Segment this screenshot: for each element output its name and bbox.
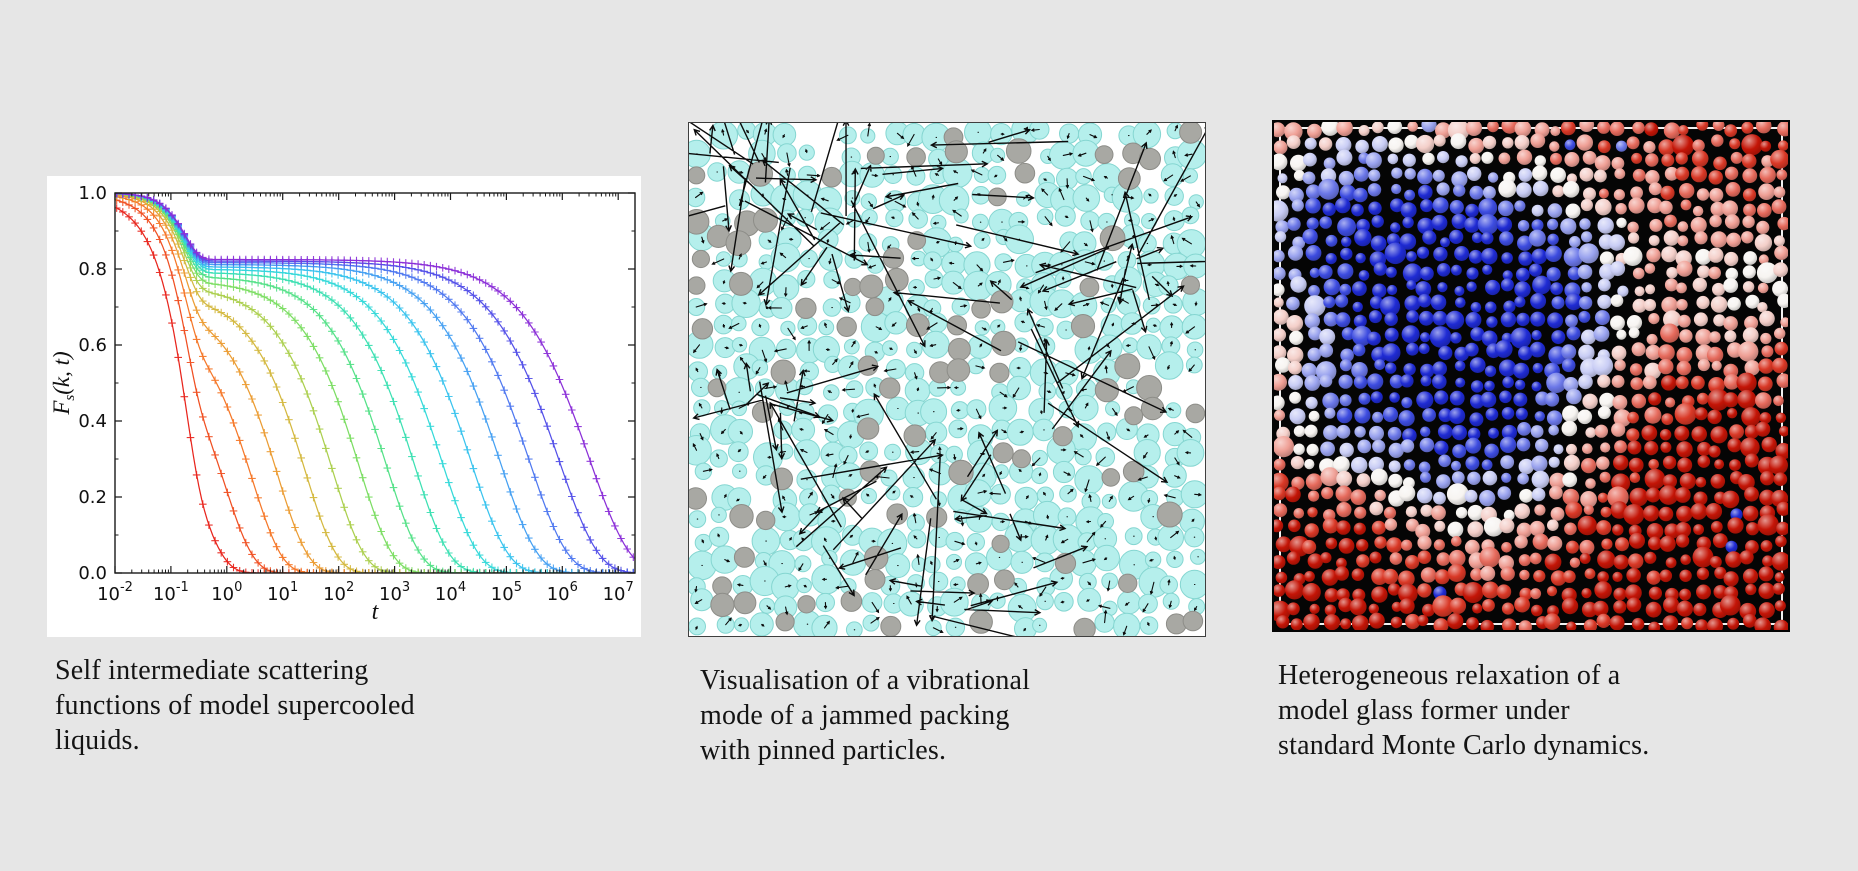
- svg-text:101: 101: [267, 580, 298, 605]
- heterogeneous-relaxation-panel: [1272, 120, 1790, 632]
- svg-text:0.0: 0.0: [78, 563, 107, 584]
- svg-text:10-1: 10-1: [153, 580, 189, 605]
- caption-line: Self intermediate scattering: [55, 655, 369, 686]
- svg-text:107: 107: [603, 580, 634, 605]
- caption-heterogeneous-relaxation: Heterogeneous relaxation of a model glas…: [1278, 658, 1758, 763]
- svg-text:102: 102: [323, 580, 354, 605]
- svg-text:106: 106: [547, 580, 578, 605]
- svg-text:0.4: 0.4: [78, 411, 107, 432]
- caption-line: model glass former under: [1278, 695, 1570, 726]
- caption-vibrational-mode: Visualisation of a vibrational mode of a…: [700, 663, 1150, 768]
- caption-line: functions of model supercooled: [55, 690, 415, 721]
- caption-line: with pinned particles.: [700, 735, 947, 766]
- figure-scattering: 10-2 10-1 100 101 102 103 104 105 106 107 0.0 0.2 0.…: [47, 176, 641, 758]
- svg-text:105: 105: [491, 580, 522, 605]
- caption-line: Heterogeneous relaxation of a: [1278, 660, 1621, 691]
- figure-heterogeneous-relaxation: Heterogeneous relaxation of a model glas…: [1272, 120, 1790, 763]
- svg-text:Fs(k, t): Fs(k, t): [49, 351, 78, 415]
- vibrational-mode-panel: [688, 122, 1206, 637]
- vibrational-mode-image: [689, 123, 1205, 636]
- figure-vibrational-mode: Visualisation of a vibrational mode of a…: [688, 122, 1207, 768]
- caption-line: mode of a jammed packing: [700, 700, 1010, 731]
- heterogeneous-relaxation-image: [1272, 120, 1790, 632]
- svg-text:1.0: 1.0: [78, 183, 107, 204]
- svg-text:t: t: [372, 599, 380, 625]
- caption-line: liquids.: [55, 725, 140, 756]
- svg-text:0.2: 0.2: [78, 487, 107, 508]
- caption-line: Visualisation of a vibrational: [700, 665, 1031, 696]
- scattering-chart: 10-2 10-1 100 101 102 103 104 105 106 107 0.0 0.2 0.…: [47, 176, 641, 637]
- svg-text:104: 104: [435, 580, 466, 605]
- svg-text:0.6: 0.6: [78, 335, 107, 356]
- caption-scattering: Self intermediate scattering functions o…: [55, 653, 525, 758]
- scattering-chart-panel: 10-2 10-1 100 101 102 103 104 105 106 107 0.0 0.2 0.…: [47, 176, 641, 637]
- svg-text:103: 103: [379, 580, 410, 605]
- svg-text:10-2: 10-2: [97, 580, 133, 605]
- svg-text:0.8: 0.8: [78, 259, 107, 280]
- svg-text:100: 100: [211, 580, 242, 605]
- caption-line: standard Monte Carlo dynamics.: [1278, 730, 1650, 761]
